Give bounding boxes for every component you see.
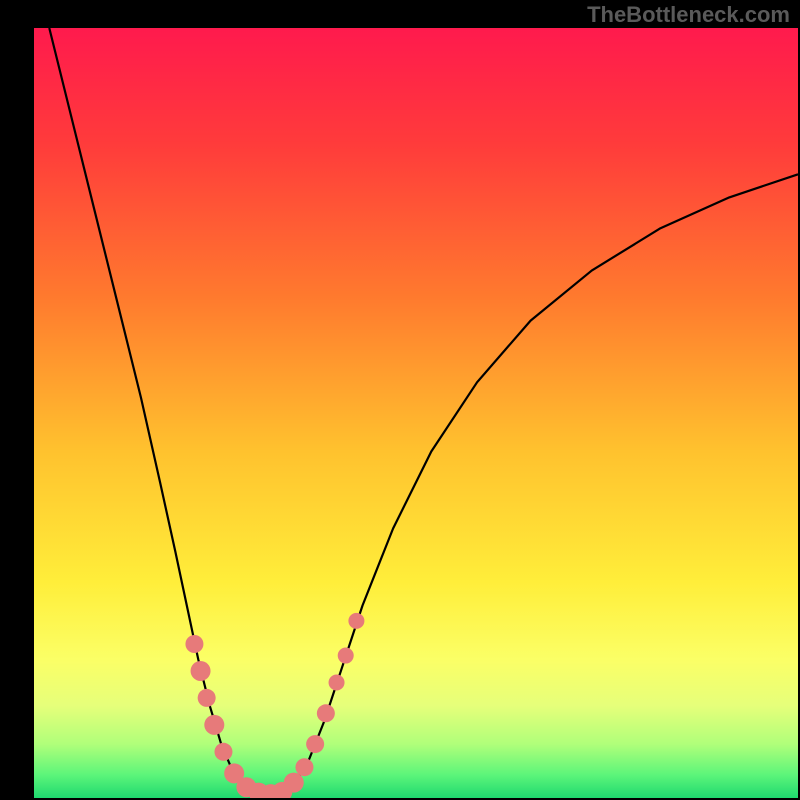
- data-marker: [191, 661, 211, 681]
- data-marker: [348, 613, 364, 629]
- watermark-text: TheBottleneck.com: [587, 2, 790, 28]
- plot-area: [34, 28, 798, 798]
- data-marker: [204, 715, 224, 735]
- data-marker: [198, 689, 216, 707]
- chart-svg: [34, 28, 798, 798]
- data-marker: [295, 758, 313, 776]
- gradient-background: [34, 28, 798, 798]
- data-marker: [306, 735, 324, 753]
- data-marker: [338, 648, 354, 664]
- data-marker: [284, 773, 304, 793]
- chart-frame: TheBottleneck.com: [0, 0, 800, 800]
- data-marker: [329, 675, 345, 691]
- data-marker: [214, 743, 232, 761]
- data-marker: [185, 635, 203, 653]
- data-marker: [317, 704, 335, 722]
